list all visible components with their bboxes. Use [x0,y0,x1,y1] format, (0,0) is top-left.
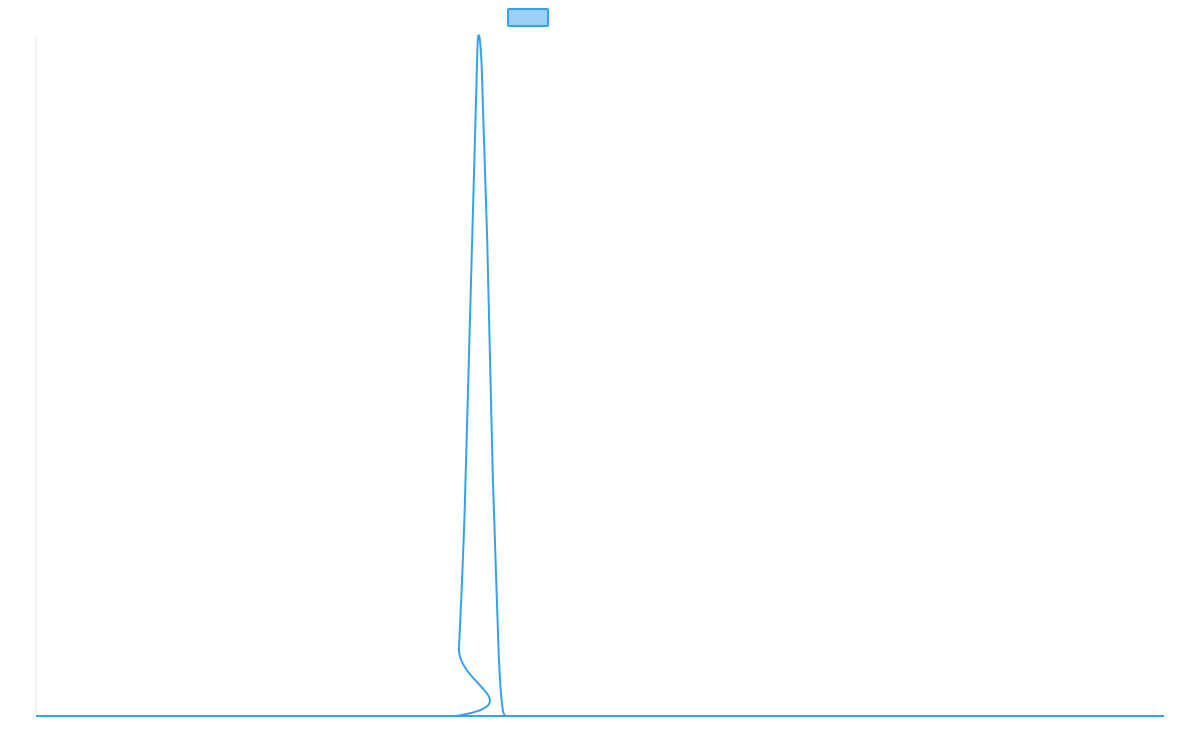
legend-swatch[interactable] [507,8,549,27]
axes [35,36,1164,717]
series-line-0 [36,34,1164,718]
legend [507,8,549,27]
series-layer [36,34,1164,718]
